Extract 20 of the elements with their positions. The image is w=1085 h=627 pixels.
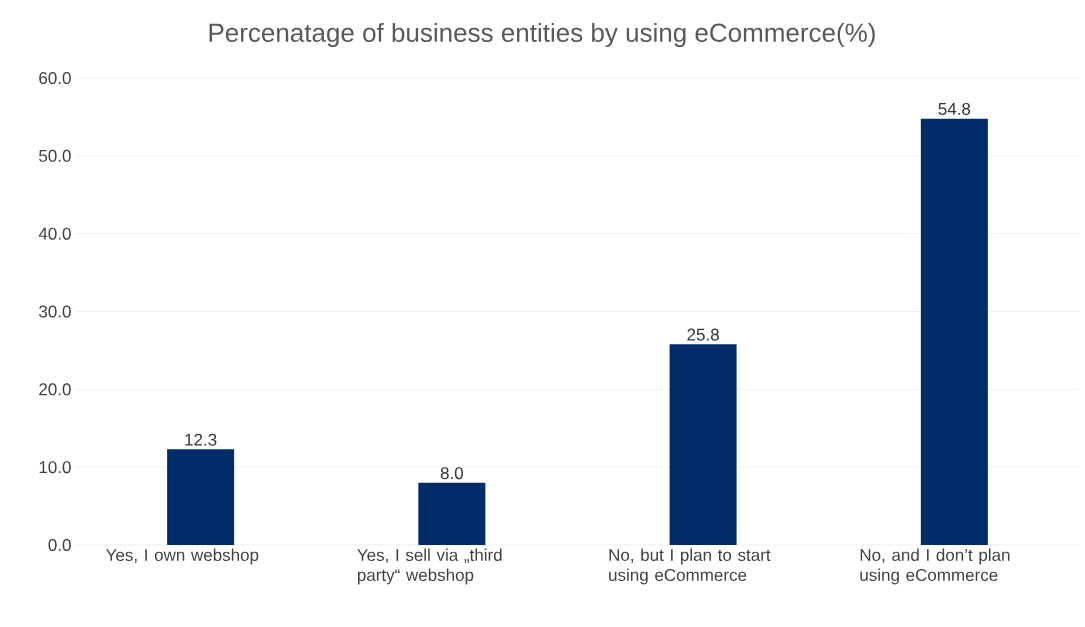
y-tick-label: 50.0: [39, 149, 71, 162]
y-tick-label: 60.0: [39, 71, 71, 85]
x-tick-label: Yes, I own webshop: [106, 548, 259, 565]
bar: [669, 344, 737, 545]
x-tick-label: No, but I plan to start using eCommerce: [609, 548, 771, 585]
bar: [418, 482, 486, 545]
bar: [167, 449, 235, 545]
data-label: 25.8: [687, 328, 719, 341]
data-label: 12.3: [185, 433, 217, 446]
x-tick-label: No, and I don’t plan using eCommerce: [860, 548, 1010, 585]
y-tick-label: 0.0: [48, 538, 71, 552]
y-tick-label: 20.0: [39, 383, 71, 396]
data-label: 8.0: [440, 467, 464, 480]
x-tick-label: Yes, I sell via „third party“ webshop: [357, 548, 502, 585]
data-label: 54.8: [938, 102, 971, 115]
y-tick-label: 30.0: [39, 305, 71, 318]
chart-title: Percenatage of business entities by using eCommerce(%): [209, 22, 875, 48]
y-tick-label: 40.0: [38, 227, 71, 240]
bar: [920, 118, 988, 545]
y-tick-label: 10.0: [39, 461, 71, 474]
